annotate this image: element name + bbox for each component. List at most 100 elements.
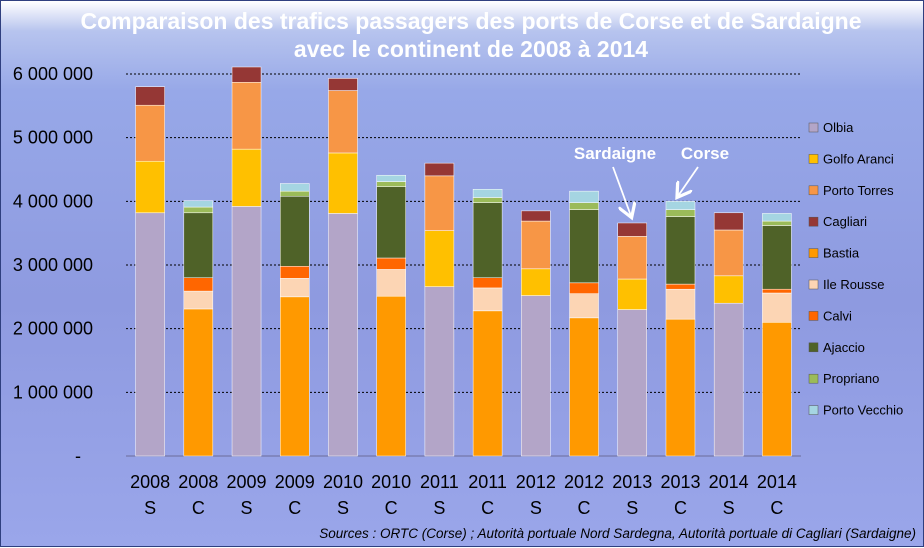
bar-segment-olbia: [713, 302, 744, 457]
x-tick-code: C: [192, 498, 205, 518]
x-tick-year: 2014: [757, 472, 797, 492]
bar-segment-olbia: [617, 309, 647, 457]
annotation-label: Sardaigne: [574, 144, 656, 163]
bar-segment-propriano: [569, 202, 599, 210]
bar-segment-porto-torres: [231, 82, 262, 150]
x-tick-year: 2013: [612, 472, 652, 492]
x-tick-code: C: [770, 498, 783, 518]
x-tick-year: 2011: [420, 472, 459, 492]
y-tick-label: 5 000 000: [13, 128, 93, 148]
x-tick-code: C: [481, 498, 494, 518]
legend-swatch: [808, 216, 819, 227]
bar-segment-porto-vecchio: [762, 213, 792, 222]
bar-segment-golfo-aranci: [713, 275, 744, 304]
bar-segment-propriano: [376, 181, 406, 187]
bar-segment-golfo-aranci: [231, 148, 262, 207]
legend-label: Ajaccio: [823, 340, 865, 355]
bar-segment-bastia: [280, 296, 310, 457]
bar-segment-porto-vecchio: [183, 200, 214, 208]
bar-segment-ajaccio: [472, 202, 503, 278]
y-tick-label: -: [75, 446, 81, 466]
y-tick-label: 4 000 000: [13, 191, 93, 211]
bar-segment-propriano: [280, 190, 310, 197]
y-tick-label: 6 000 000: [13, 64, 93, 84]
bar-segment-olbia: [424, 286, 455, 457]
bar-segment-propriano: [665, 209, 696, 217]
bar-segment-ile-rousse: [280, 278, 310, 298]
legend-swatch: [808, 342, 819, 353]
bar-segment-olbia: [328, 213, 358, 457]
y-tick-label: 1 000 000: [13, 382, 93, 402]
bar-segment-porto-torres: [713, 229, 744, 277]
bar-segment-golfo-aranci: [617, 278, 647, 310]
bar-segment-propriano: [472, 197, 503, 203]
legend: Olbia Golfo Aranci Porto Torres Cagliari Bas…: [808, 120, 903, 418]
x-tick-code: C: [578, 498, 591, 518]
y-tick-label: 2 000 000: [13, 319, 93, 339]
bar-segment-calvi: [569, 282, 599, 294]
bar-segment-porto-torres: [424, 175, 455, 231]
legend-label: Calvi: [823, 308, 852, 323]
bar-segment-ile-rousse: [665, 288, 696, 320]
bar-segment-golfo-aranci: [424, 230, 455, 287]
bar-segment-calvi: [472, 277, 503, 289]
bar-segment-ile-rousse: [183, 290, 214, 310]
bars: [135, 66, 792, 457]
bar-segment-cagliari: [328, 78, 358, 91]
bar-segment-ajaccio: [569, 209, 599, 284]
bar-segment-porto-torres: [328, 90, 358, 154]
chart-title-line-2: avec le continent de 2008 à 2014: [294, 36, 648, 62]
bar-segment-cagliari: [617, 222, 647, 237]
x-tick-code: S: [337, 498, 349, 518]
x-tick-year: 2009: [227, 472, 267, 492]
x-tick-code: S: [433, 498, 445, 518]
bar-segment-golfo-aranci: [521, 268, 551, 296]
annotations: Sardaigne Corse: [574, 144, 729, 216]
bar-segment-ajaccio: [376, 186, 406, 259]
bar-segment-cagliari: [135, 86, 165, 106]
legend-swatch: [808, 311, 819, 321]
bar-segment-ajaccio: [762, 225, 792, 290]
x-tick-code: S: [530, 498, 542, 518]
legend-label: Porto Torres: [823, 183, 894, 198]
bar-segment-cagliari: [424, 162, 455, 177]
bar-segment-calvi: [762, 288, 792, 294]
bar-segment-golfo-aranci: [328, 152, 358, 214]
legend-label: Porto Vecchio: [823, 403, 903, 418]
x-tick-code: S: [723, 498, 735, 518]
bar-segment-calvi: [376, 257, 406, 270]
x-tick-year: 2014: [709, 472, 749, 492]
x-tick-code: S: [241, 498, 253, 518]
bar-segment-ajaccio: [183, 212, 214, 278]
annotation-arrow: [612, 166, 631, 216]
legend-label: Ile Rousse: [823, 277, 884, 292]
bar-segment-calvi: [280, 266, 310, 279]
x-tick-code: C: [288, 498, 301, 518]
bar-segment-porto-vecchio: [569, 190, 599, 203]
bar-segment-calvi: [665, 283, 696, 290]
bar-segment-calvi: [183, 277, 214, 292]
legend-label: Propriano: [823, 371, 879, 386]
bar-segment-bastia: [665, 318, 696, 457]
x-tick-code: C: [674, 498, 687, 518]
annotation-label: Corse: [681, 144, 729, 163]
bar-segment-porto-torres: [521, 220, 551, 270]
bar-segment-ile-rousse: [472, 287, 503, 312]
bar-segment-cagliari: [713, 212, 744, 231]
bar-segment-porto-vecchio: [472, 188, 503, 198]
x-tick-year: 2011: [468, 472, 507, 492]
x-tick-code: S: [626, 498, 638, 518]
gridlines: [126, 73, 801, 457]
legend-label: Bastia: [823, 246, 860, 261]
bar-segment-bastia: [472, 310, 503, 457]
x-tick-year: 2013: [660, 472, 700, 492]
bar-segment-bastia: [376, 295, 406, 457]
bar-segment-cagliari: [231, 66, 262, 83]
bar-segment-olbia: [521, 295, 551, 457]
bar-segment-olbia: [231, 206, 262, 457]
legend-swatch: [808, 373, 819, 384]
bar-segment-porto-torres: [135, 104, 165, 162]
bar-segment-porto-vecchio: [665, 201, 696, 210]
